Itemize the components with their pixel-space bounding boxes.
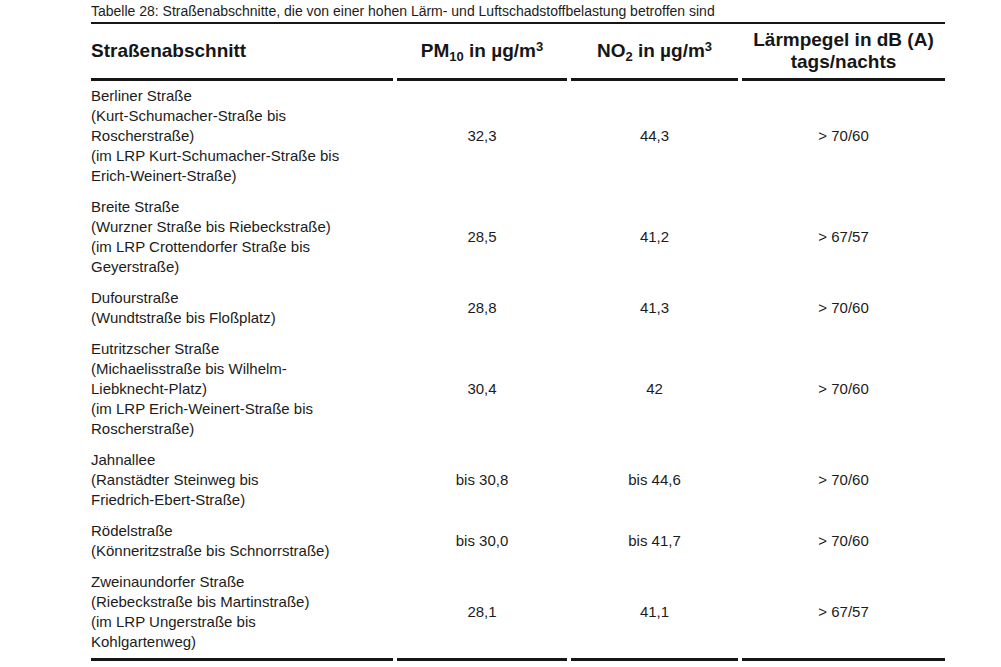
no2-value-cell: bis 41,7: [571, 516, 738, 567]
street-section-cell: Dufourstraße (Wundtstraße bis Floßplatz): [91, 283, 393, 334]
pm10-value-cell: 28,5: [397, 192, 567, 283]
pm10-label-unit: in µg/m: [464, 40, 536, 61]
table-caption: Tabelle 28: Straßenabschnitte, die von e…: [91, 0, 945, 22]
table-row: Zweinaundorfer Straße (Riebeckstraße bis…: [91, 567, 945, 661]
column-header-pm10: PM10 in µg/m3: [397, 24, 567, 81]
table-row: Dufourstraße (Wundtstraße bis Floßplatz)…: [91, 283, 945, 334]
table-row: Rödelstraße (Könneritzstraße bis Schnorr…: [91, 516, 945, 567]
noise-level-cell: > 67/57: [742, 192, 945, 283]
table-body: Berliner Straße (Kurt-Schumacher-Straße …: [91, 81, 945, 661]
column-header-noise-label: Lärmpegel in dB (A) tags/nachts: [753, 29, 934, 72]
pm10-label-subscript: 10: [449, 49, 463, 64]
no2-label-subscript: 2: [625, 49, 632, 64]
street-section-cell: Breite Straße (Wurzner Straße bis Riebec…: [91, 192, 393, 283]
noise-level-cell: > 70/60: [742, 81, 945, 192]
pm10-value-cell: 28,1: [397, 567, 567, 661]
header-row: Straßenabschnitt PM10 in µg/m3 NO2 in µg…: [91, 24, 945, 81]
street-section-cell: Rödelstraße (Könneritzstraße bis Schnorr…: [91, 516, 393, 567]
no2-value-cell: 41,3: [571, 283, 738, 334]
pm10-value-cell: 32,3: [397, 81, 567, 192]
no2-value-cell: 41,1: [571, 567, 738, 661]
pm10-value-cell: bis 30,0: [397, 516, 567, 567]
table-header: Straßenabschnitt PM10 in µg/m3 NO2 in µg…: [91, 24, 945, 81]
pm10-value-cell: 30,4: [397, 334, 567, 445]
street-section-cell: Eutritzscher Straße (Michaelisstraße bis…: [91, 334, 393, 445]
noise-level-cell: > 70/60: [742, 334, 945, 445]
no2-value-cell: 41,2: [571, 192, 738, 283]
no2-value-cell: bis 44,6: [571, 445, 738, 516]
street-section-cell: Jahnallee (Ranstädter Steinweg bis Fried…: [91, 445, 393, 516]
column-header-no2: NO2 in µg/m3: [571, 24, 738, 81]
table-row: Jahnallee (Ranstädter Steinweg bis Fried…: [91, 445, 945, 516]
column-header-street: Straßenabschnitt: [91, 24, 393, 81]
document-page: Tabelle 28: Straßenabschnitte, die von e…: [91, 0, 945, 661]
pm10-label-superscript: 3: [536, 39, 543, 54]
noise-level-cell: > 70/60: [742, 516, 945, 567]
column-header-street-label: Straßenabschnitt: [91, 40, 246, 61]
noise-level-cell: > 67/57: [742, 567, 945, 661]
noise-level-cell: > 70/60: [742, 283, 945, 334]
table-row: Breite Straße (Wurzner Straße bis Riebec…: [91, 192, 945, 283]
pm10-value-cell: bis 30,8: [397, 445, 567, 516]
no2-label-unit: in µg/m: [633, 40, 705, 61]
data-table: Straßenabschnitt PM10 in µg/m3 NO2 in µg…: [87, 24, 949, 661]
table-row: Eutritzscher Straße (Michaelisstraße bis…: [91, 334, 945, 445]
no2-value-cell: 44,3: [571, 81, 738, 192]
no2-label-superscript: 3: [705, 39, 712, 54]
noise-level-cell: > 70/60: [742, 445, 945, 516]
street-section-cell: Berliner Straße (Kurt-Schumacher-Straße …: [91, 81, 393, 192]
no2-label-base: NO: [597, 40, 626, 61]
pm10-label-base: PM: [421, 40, 450, 61]
table-container: Straßenabschnitt PM10 in µg/m3 NO2 in µg…: [91, 22, 945, 661]
column-header-noise: Lärmpegel in dB (A) tags/nachts: [742, 24, 945, 81]
no2-value-cell: 42: [571, 334, 738, 445]
table-row: Berliner Straße (Kurt-Schumacher-Straße …: [91, 81, 945, 192]
pm10-value-cell: 28,8: [397, 283, 567, 334]
street-section-cell: Zweinaundorfer Straße (Riebeckstraße bis…: [91, 567, 393, 661]
